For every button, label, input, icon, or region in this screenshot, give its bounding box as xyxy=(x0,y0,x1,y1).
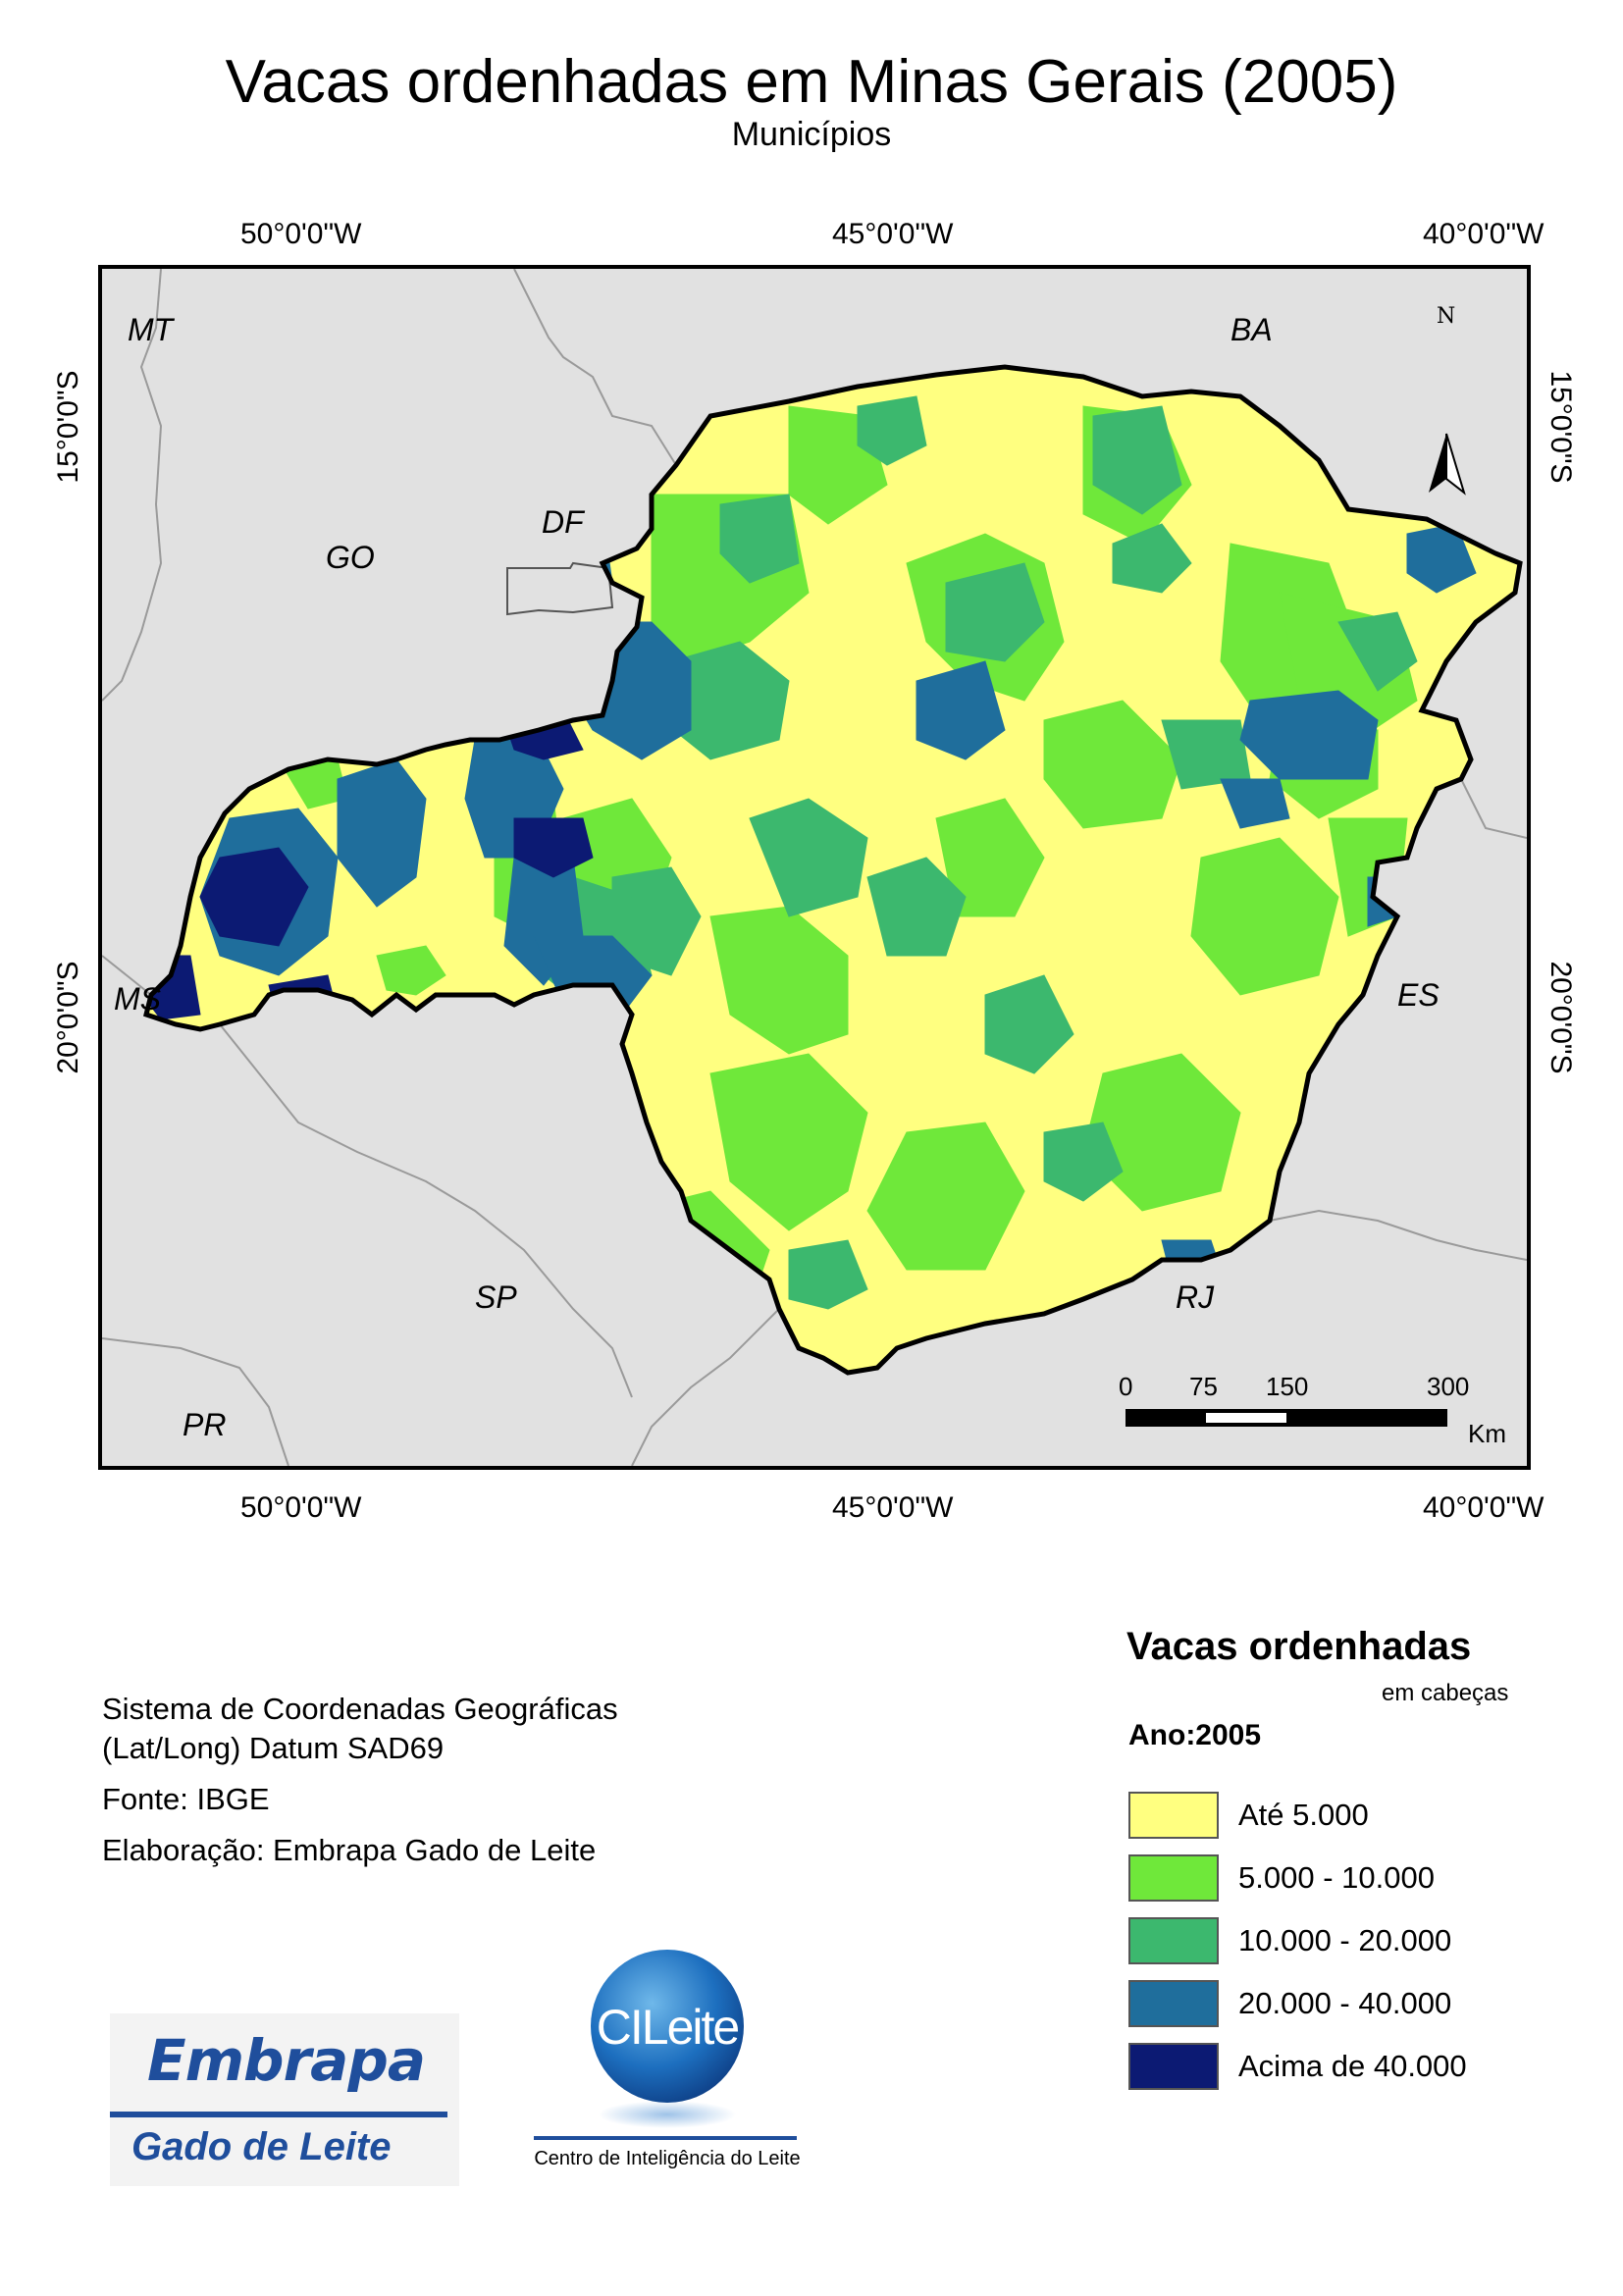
author-note: Elaboração: Embrapa Gado de Leite xyxy=(102,1833,597,1867)
municipality-patch xyxy=(719,494,800,584)
municipality-patch xyxy=(1092,405,1182,515)
legend-label-2: 10.000 - 20.000 xyxy=(1238,1923,1452,1957)
embrapa-subtitle: Gado de Leite xyxy=(131,2125,392,2168)
map-frame: MT BA DF GO MS ES SP RJ PR N 0 75 150 30… xyxy=(98,265,1531,1470)
legend-year: Ano:2005 xyxy=(1128,1719,1262,1751)
scale-tick-0: 0 xyxy=(1119,1372,1133,1401)
cileite-wordmark: CILeite xyxy=(596,2000,740,2055)
municipality-patch xyxy=(1043,700,1182,829)
municipality-patch xyxy=(866,1122,1025,1271)
coord-bottom-45w: 45°0'0"W xyxy=(832,1491,954,1524)
coord-system-line1: Sistema de Coordenadas Geográficas xyxy=(102,1692,618,1726)
municipality-patch xyxy=(857,395,927,466)
df-border xyxy=(506,561,614,616)
state-label-es: ES xyxy=(1397,977,1440,1013)
municipality-patch xyxy=(945,562,1045,662)
legend-swatch-1 xyxy=(1128,1854,1219,1902)
municipality-patch xyxy=(1190,837,1339,996)
state-label-mt: MT xyxy=(128,312,174,347)
municipality-patch xyxy=(1043,1122,1124,1202)
municipality-patch xyxy=(749,798,868,917)
state-label-ms: MS xyxy=(114,981,161,1017)
legend-swatch-2 xyxy=(1128,1917,1219,1964)
map-subtitle: Municípios xyxy=(731,116,892,153)
state-label-sp: SP xyxy=(475,1279,517,1315)
legend-swatch-4 xyxy=(1128,2043,1219,2090)
municipality-patch xyxy=(1337,611,1418,692)
state-label-rj: RJ xyxy=(1176,1279,1215,1315)
coord-left-20s: 20°0'0"S xyxy=(52,961,84,1074)
north-arrow-icon xyxy=(1429,433,1466,496)
cileite-globe-icon xyxy=(591,1950,744,2128)
legend-label-0: Até 5.000 xyxy=(1238,1798,1369,1832)
north-label: N xyxy=(1437,304,1456,329)
legend-title: Vacas ordenhadas xyxy=(1126,1625,1472,1668)
legend-label-4: Acima de 40.000 xyxy=(1238,2049,1467,2083)
cileite-logo: CILeite Centro de Inteligência do Leite xyxy=(530,1948,805,2183)
legend-unit: em cabeças xyxy=(1382,1680,1509,1706)
municipality-patch xyxy=(709,1053,868,1231)
scale-tick-300: 300 xyxy=(1427,1372,1470,1401)
coord-top-40w: 40°0'0"W xyxy=(1423,218,1544,250)
scale-tick-150: 150 xyxy=(1266,1372,1309,1401)
coord-bottom-40w: 40°0'0"W xyxy=(1423,1491,1544,1524)
source-note: Fonte: IBGE xyxy=(102,1782,270,1816)
scale-unit: Km xyxy=(1468,1419,1506,1448)
coord-bottom-50w: 50°0'0"W xyxy=(240,1491,362,1524)
state-label-go: GO xyxy=(326,540,375,575)
map-canvas xyxy=(102,269,1527,1466)
municipality-patch xyxy=(1112,523,1192,594)
cileite-subtitle: Centro de Inteligência do Leite xyxy=(534,2148,801,2169)
legend-label-1: 5.000 - 10.000 xyxy=(1238,1860,1435,1895)
municipality-patch xyxy=(916,660,1006,760)
embrapa-rule xyxy=(110,2112,447,2117)
coord-system-line2: (Lat/Long) Datum SAD69 xyxy=(102,1731,445,1765)
coord-right-20s: 20°0'0"S xyxy=(1544,961,1577,1074)
municipality-patch xyxy=(1220,778,1290,829)
map-title: Vacas ordenhadas em Minas Gerais (2005) xyxy=(225,48,1398,116)
state-label-ba: BA xyxy=(1230,312,1273,347)
municipality-patch xyxy=(1239,690,1379,780)
embrapa-logo: Embrapa Gado de Leite xyxy=(110,2013,459,2186)
scale-bar xyxy=(1126,1409,1447,1427)
municipality-patch xyxy=(984,974,1074,1074)
municipality-patch xyxy=(866,857,967,957)
legend-label-3: 20.000 - 40.000 xyxy=(1238,1986,1452,2020)
municipality-patch xyxy=(788,1239,868,1310)
cileite-rule xyxy=(534,2136,797,2140)
legend-swatch-0 xyxy=(1128,1792,1219,1839)
coord-right-15s: 15°0'0"S xyxy=(1544,370,1577,484)
scale-tick-75: 75 xyxy=(1189,1372,1218,1401)
coord-top-45w: 45°0'0"W xyxy=(832,218,954,250)
legend-swatch-3 xyxy=(1128,1980,1219,2027)
state-label-df: DF xyxy=(542,504,584,540)
state-label-pr: PR xyxy=(183,1407,227,1442)
embrapa-wordmark: Embrapa xyxy=(147,2027,426,2094)
municipality-patch xyxy=(513,817,594,878)
coord-top-50w: 50°0'0"W xyxy=(240,218,362,250)
municipality-patch xyxy=(376,945,446,996)
municipality-patch xyxy=(199,847,309,947)
coord-left-15s: 15°0'0"S xyxy=(52,370,84,484)
minas-gerais-choropleth xyxy=(146,367,1520,1373)
state-borders xyxy=(102,269,1527,1466)
municipality-patch xyxy=(268,974,339,1035)
